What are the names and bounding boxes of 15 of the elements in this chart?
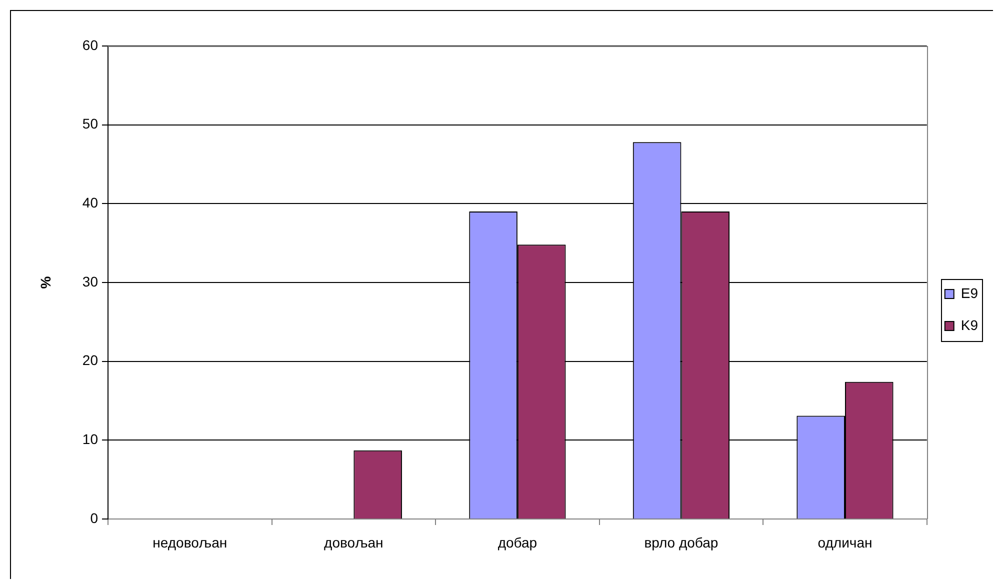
x-tick-label: врло добар: [644, 534, 718, 550]
y-tick-label: 60: [82, 36, 98, 53]
y-tick-label: 30: [82, 273, 98, 290]
y-tick-label: 40: [82, 194, 98, 211]
legend-label: K9: [960, 316, 978, 333]
legend-label: E9: [960, 284, 978, 301]
x-tick-label: довољан: [324, 534, 384, 550]
y-tick-label: 0: [90, 510, 98, 526]
y-tick-label: 20: [82, 352, 98, 368]
y-axis-title: %: [37, 276, 54, 289]
x-tick-label: добар: [498, 534, 538, 550]
y-tick-label: 10: [82, 431, 98, 448]
y-tick-label: 50: [82, 116, 98, 132]
x-tick-label: недовољан: [152, 534, 228, 550]
x-tick-label: одличан: [818, 534, 872, 550]
